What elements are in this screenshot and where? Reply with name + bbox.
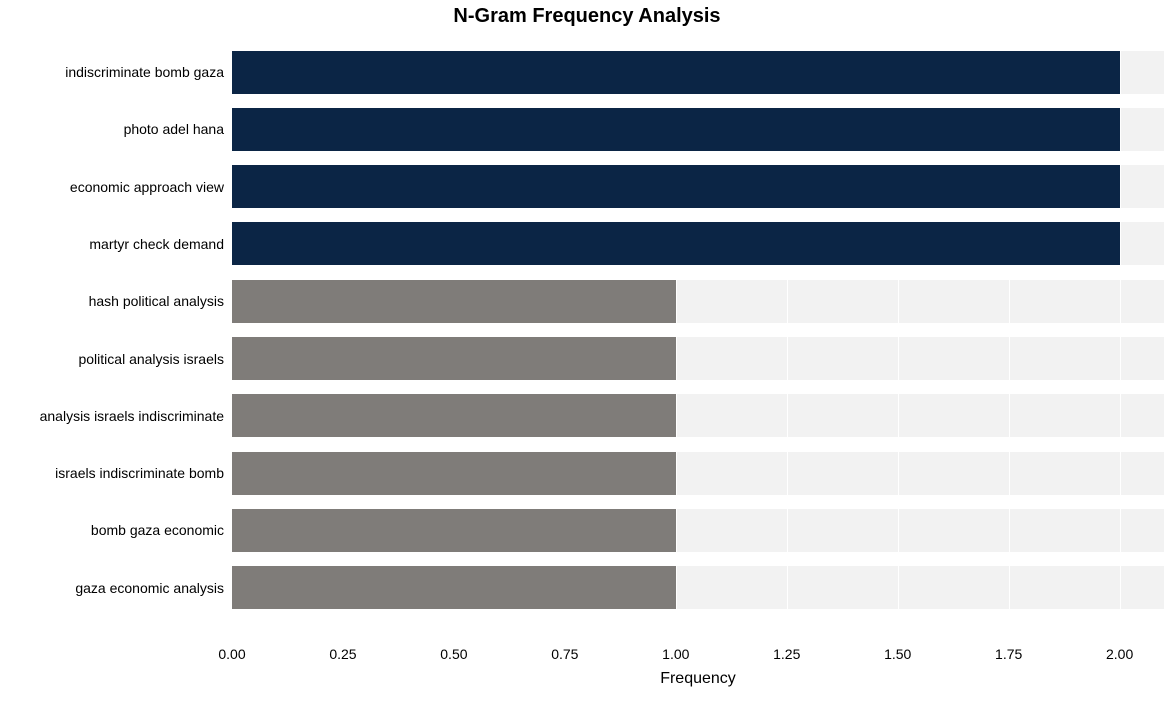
x-tick-label: 0.75 (551, 638, 578, 662)
plot-area: indiscriminate bomb gazaphoto adel hanae… (232, 36, 1164, 638)
bar (232, 566, 676, 609)
bar (232, 51, 1120, 94)
x-tick-label: 0.50 (440, 638, 467, 662)
y-tick-label: bomb gaza economic (91, 522, 232, 538)
x-tick-label: 1.50 (884, 638, 911, 662)
bar (232, 509, 676, 552)
chart-title: N-Gram Frequency Analysis (0, 5, 1174, 28)
y-tick-label: martyr check demand (89, 236, 232, 252)
bar (232, 222, 1120, 265)
bar (232, 452, 676, 495)
y-tick-label: israels indiscriminate bomb (55, 465, 232, 481)
grid-line (1120, 36, 1121, 638)
y-tick-label: analysis israels indiscriminate (40, 408, 232, 424)
x-axis-label: Frequency (660, 638, 736, 688)
y-tick-label: hash political analysis (89, 293, 232, 309)
y-tick-label: gaza economic analysis (75, 580, 232, 596)
x-tick-label: 2.00 (1106, 638, 1133, 662)
x-tick-label: 1.25 (773, 638, 800, 662)
x-tick-label: 0.00 (218, 638, 245, 662)
bar (232, 165, 1120, 208)
y-tick-label: indiscriminate bomb gaza (65, 64, 232, 80)
x-tick-label: 1.75 (995, 638, 1022, 662)
bar (232, 337, 676, 380)
bar (232, 108, 1120, 151)
x-tick-label: 0.25 (329, 638, 356, 662)
ngram-chart: N-Gram Frequency Analysis indiscriminate… (0, 0, 1174, 701)
y-tick-label: political analysis israels (78, 351, 232, 367)
bar (232, 280, 676, 323)
bar (232, 394, 676, 437)
y-tick-label: photo adel hana (124, 121, 232, 137)
y-tick-label: economic approach view (70, 179, 232, 195)
